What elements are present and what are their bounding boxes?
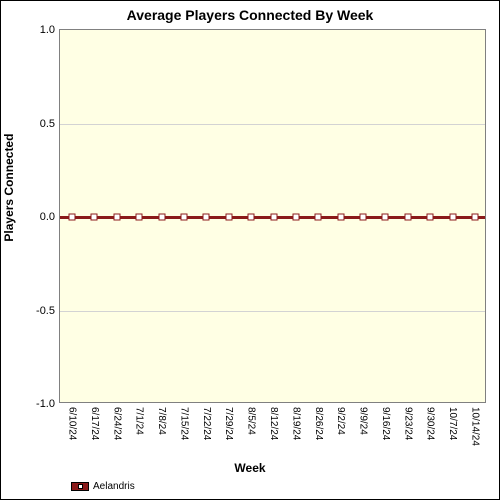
x-tick-label: 6/10/24 [67, 402, 78, 440]
x-axis-label: Week [1, 461, 499, 475]
legend-swatch [71, 482, 89, 491]
y-tick-label: 0.0 [40, 211, 60, 223]
data-marker [292, 214, 299, 221]
x-tick-label: 10/7/24 [447, 402, 458, 440]
y-tick-label: -0.5 [36, 305, 60, 317]
x-tick-label: 9/23/24 [402, 402, 413, 440]
data-marker [449, 214, 456, 221]
x-tick-label: 6/24/24 [111, 402, 122, 440]
x-tick-label: 9/2/24 [335, 402, 346, 435]
data-marker [180, 214, 187, 221]
data-marker [158, 214, 165, 221]
y-axis-label: Players Connected [2, 134, 16, 242]
x-tick-label: 7/1/24 [134, 402, 145, 435]
x-tick-label: 10/14/24 [470, 402, 481, 446]
data-marker [91, 214, 98, 221]
x-tick-label: 6/17/24 [89, 402, 100, 440]
x-tick-label: 7/22/24 [201, 402, 212, 440]
data-marker [203, 214, 210, 221]
x-tick-label: 7/29/24 [223, 402, 234, 440]
x-tick-label: 8/5/24 [246, 402, 257, 435]
y-tick-label: 0.5 [40, 118, 60, 130]
data-marker [382, 214, 389, 221]
x-tick-label: 7/15/24 [178, 402, 189, 440]
x-tick-label: 8/19/24 [290, 402, 301, 440]
data-marker [225, 214, 232, 221]
data-marker [270, 214, 277, 221]
data-marker [248, 214, 255, 221]
gridline [60, 311, 485, 312]
x-tick-label: 9/16/24 [380, 402, 391, 440]
data-marker [69, 214, 76, 221]
y-tick-label: 1.0 [40, 24, 60, 36]
x-tick-label: 8/26/24 [313, 402, 324, 440]
data-marker [136, 214, 143, 221]
data-marker [315, 214, 322, 221]
plot-area: -1.0-0.50.00.51.06/10/246/17/246/24/247/… [59, 29, 486, 403]
data-marker [360, 214, 367, 221]
legend-marker-icon [78, 484, 83, 489]
legend-label: Aelandris [93, 481, 135, 492]
data-marker [113, 214, 120, 221]
x-tick-label: 7/8/24 [156, 402, 167, 435]
x-tick-label: 9/30/24 [425, 402, 436, 440]
data-marker [427, 214, 434, 221]
data-marker [337, 214, 344, 221]
chart-title: Average Players Connected By Week [1, 7, 499, 23]
data-marker [404, 214, 411, 221]
data-marker [472, 214, 479, 221]
gridline [60, 124, 485, 125]
x-tick-label: 9/9/24 [358, 402, 369, 435]
x-tick-label: 8/12/24 [268, 402, 279, 440]
y-tick-label: -1.0 [36, 398, 60, 410]
chart-container: Average Players Connected By Week Player… [0, 0, 500, 500]
legend: Aelandris [71, 481, 135, 492]
